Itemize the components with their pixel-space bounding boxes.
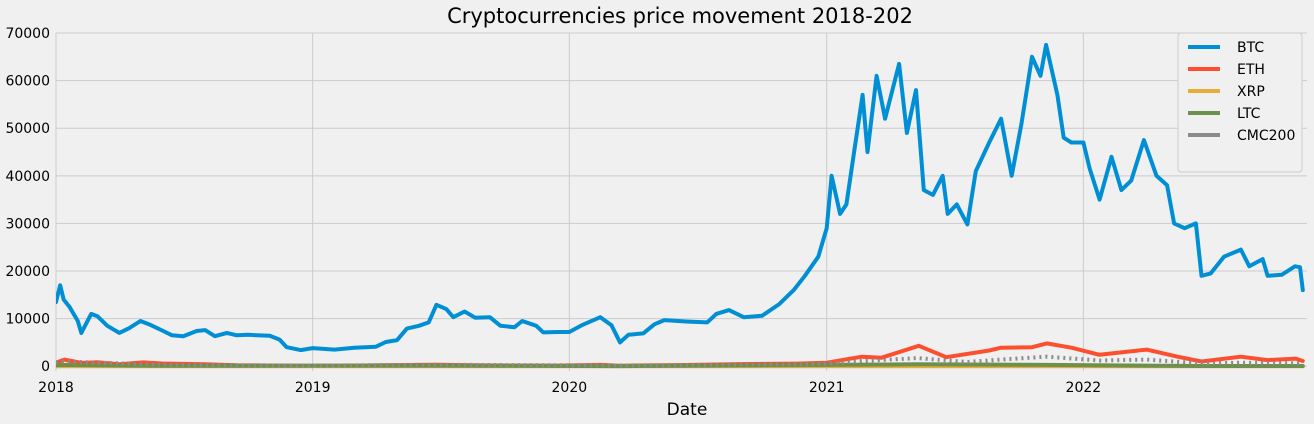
series-line-btc (56, 42, 1305, 353)
x-tick-label: 2022 (1066, 380, 1102, 396)
y-tick-label: 20000 (5, 264, 50, 280)
axes: 0 10000 20000 30000 40000 50000 60000 70000 2018… (5, 26, 1101, 396)
x-axis-title: Date (667, 400, 708, 420)
y-tick-label: 10000 (5, 312, 50, 328)
chart-title: Cryptocurrencies price movement 2018-202 (447, 4, 913, 28)
x-tick-label: 2020 (552, 380, 588, 396)
legend-label-xrp: XRP (1237, 84, 1265, 100)
legend: BTC ETH XRP LTC CMC200 (1177, 32, 1303, 173)
series-layer (56, 42, 1305, 369)
x-tick-label: 2021 (809, 380, 845, 396)
y-tick-label: 60000 (5, 74, 50, 90)
y-tick-label: 70000 (5, 26, 50, 42)
y-tick-label: 30000 (5, 216, 50, 232)
grid (55, 32, 1307, 371)
series-line-eth (56, 341, 1305, 368)
legend-label-cmc200: CMC200 (1237, 128, 1295, 144)
y-tick-label: 50000 (5, 121, 50, 137)
x-tick-label: 2019 (295, 380, 331, 396)
y-tick-label: 0 (41, 359, 50, 375)
y-tick-label: 40000 (5, 169, 50, 185)
x-tick-label: 2018 (38, 380, 74, 396)
legend-label-btc: BTC (1237, 40, 1264, 56)
legend-label-eth: ETH (1237, 62, 1265, 78)
legend-label-ltc: LTC (1237, 106, 1261, 122)
